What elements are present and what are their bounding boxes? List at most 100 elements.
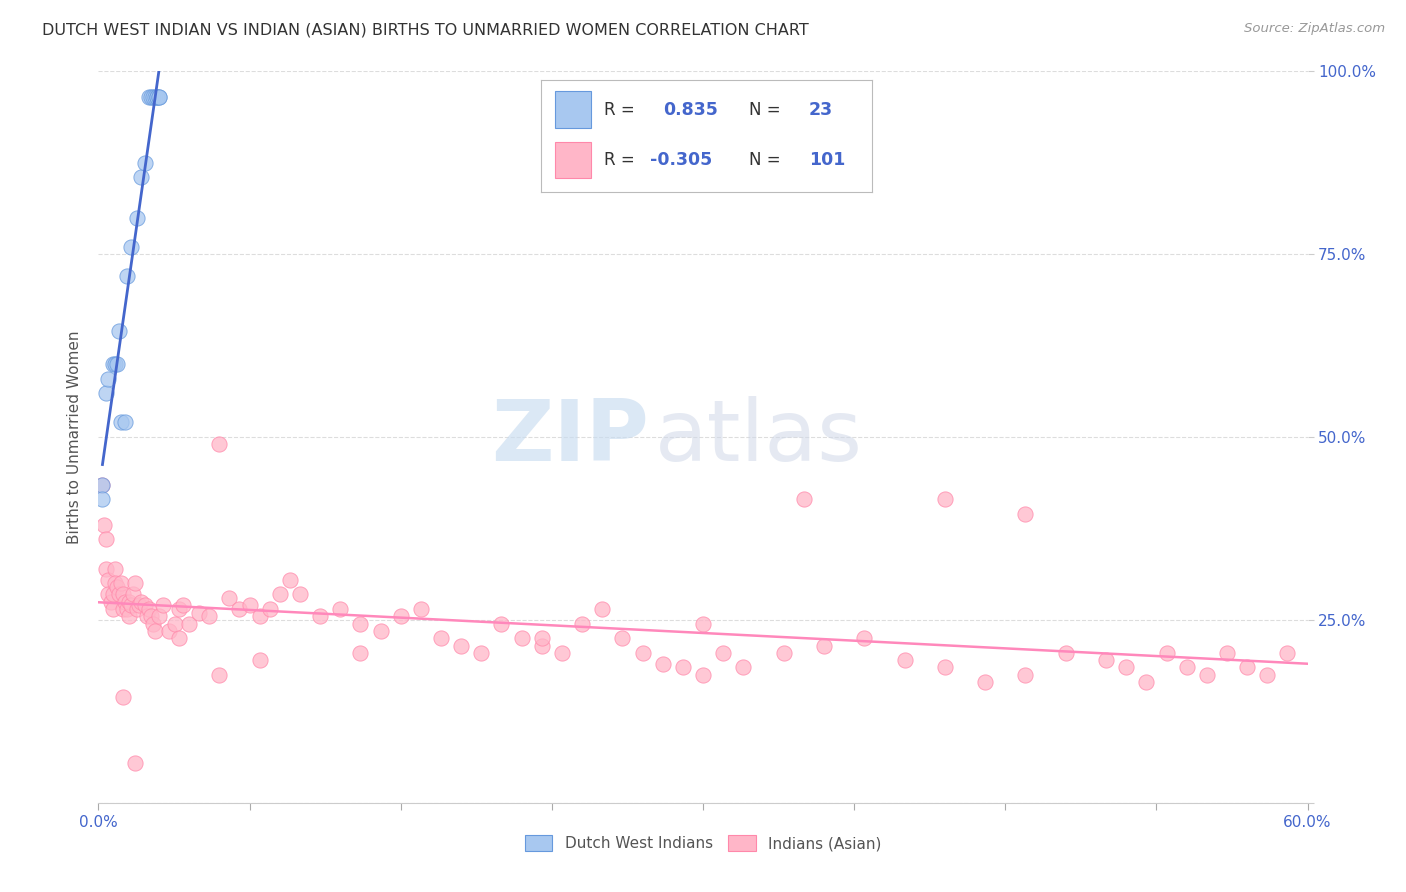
Y-axis label: Births to Unmarried Women: Births to Unmarried Women [67, 330, 83, 544]
Text: ZIP: ZIP [491, 395, 648, 479]
Point [100, 594, 122, 608]
Point [1095, 653, 1118, 667]
Point [96, 562, 118, 576]
Point [96, 386, 118, 401]
Point [146, 90, 169, 104]
Point [249, 609, 271, 624]
Point [96, 533, 118, 547]
Point [692, 667, 714, 681]
Point [124, 756, 146, 770]
Point [97, 587, 120, 601]
Point [692, 616, 714, 631]
Point [672, 660, 695, 674]
Point [93, 517, 115, 532]
Point [813, 639, 835, 653]
Point [111, 690, 134, 704]
Point [135, 609, 157, 624]
Point [101, 357, 124, 371]
Text: -0.305: -0.305 [651, 151, 713, 169]
Text: DUTCH WEST INDIAN VS INDIAN (ASIAN) BIRTHS TO UNMARRIED WOMEN CORRELATION CHART: DUTCH WEST INDIAN VS INDIAN (ASIAN) BIRT… [42, 22, 808, 37]
Point [571, 616, 593, 631]
Point [1277, 646, 1299, 660]
Point [370, 624, 392, 638]
Point [349, 646, 371, 660]
Point [143, 90, 166, 104]
Point [711, 646, 734, 660]
Point [91, 477, 114, 491]
Point [163, 616, 186, 631]
Point [409, 602, 432, 616]
Point [1054, 646, 1077, 660]
Point [179, 616, 201, 631]
Point [129, 594, 152, 608]
Point [143, 624, 166, 638]
Point [125, 211, 148, 225]
Point [269, 587, 291, 601]
Point [167, 632, 190, 646]
Point [120, 240, 142, 254]
Text: 23: 23 [808, 101, 834, 119]
Point [129, 170, 152, 185]
Point [772, 646, 794, 660]
Point [115, 602, 138, 616]
Point [389, 609, 412, 624]
Point [110, 416, 132, 430]
Point [142, 90, 165, 104]
Bar [554, 92, 591, 128]
Point [152, 599, 174, 613]
Point [249, 653, 271, 667]
Bar [554, 142, 591, 178]
Point [1156, 646, 1178, 660]
Text: 101: 101 [808, 151, 845, 169]
Point [134, 599, 156, 613]
Text: R =: R = [605, 151, 640, 169]
Point [853, 632, 876, 646]
Point [138, 90, 160, 104]
Point [208, 437, 231, 451]
Point [651, 657, 673, 671]
Point [288, 587, 311, 601]
Point [172, 599, 194, 613]
Point [134, 156, 156, 170]
Point [1216, 646, 1239, 660]
Point [450, 639, 472, 653]
Point [97, 371, 120, 385]
Point [329, 602, 352, 616]
Point [105, 580, 128, 594]
Point [142, 616, 165, 631]
Point [118, 609, 141, 624]
Point [188, 606, 211, 620]
Point [218, 591, 240, 605]
Point [733, 660, 755, 674]
Point [591, 602, 613, 616]
Point [1014, 507, 1036, 521]
Point [103, 576, 125, 591]
Point [1115, 660, 1137, 674]
Point [530, 632, 553, 646]
Point [118, 594, 141, 608]
Point [530, 639, 553, 653]
Point [1195, 667, 1218, 681]
Point [470, 646, 492, 660]
Point [1135, 675, 1157, 690]
Point [114, 594, 136, 608]
Point [198, 609, 221, 624]
Point [148, 90, 170, 104]
Point [110, 576, 132, 591]
Text: N =: N = [749, 151, 786, 169]
Text: 0.835: 0.835 [664, 101, 718, 119]
Point [309, 609, 332, 624]
Point [139, 90, 162, 104]
Point [107, 324, 129, 338]
Point [114, 416, 136, 430]
Point [612, 632, 634, 646]
Point [510, 632, 533, 646]
Point [349, 616, 371, 631]
Point [430, 632, 453, 646]
Point [1236, 660, 1258, 674]
Point [278, 573, 301, 587]
Point [228, 602, 250, 616]
Point [934, 492, 956, 507]
Point [125, 602, 148, 616]
Point [974, 675, 997, 690]
